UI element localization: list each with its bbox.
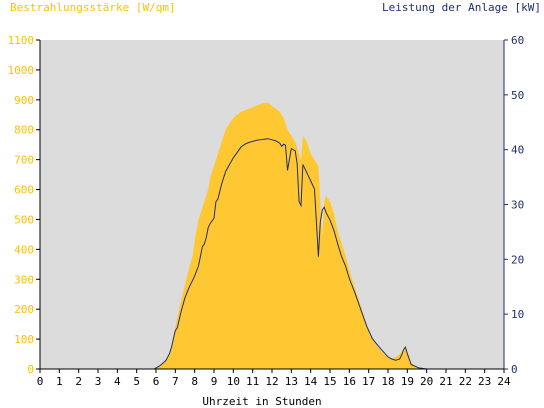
y-left-tick-label: 400 bbox=[14, 243, 34, 256]
x-tick-label: 18 bbox=[381, 375, 394, 388]
y-left-tick-label: 900 bbox=[14, 94, 34, 107]
y-left-tick-label: 100 bbox=[14, 333, 34, 346]
y-right-tick-label: 50 bbox=[511, 89, 524, 102]
y-left-tick-label: 700 bbox=[14, 154, 34, 167]
x-tick-label: 5 bbox=[133, 375, 140, 388]
y-right-tick-label: 60 bbox=[511, 34, 524, 47]
y-right-tick-label: 10 bbox=[511, 308, 524, 321]
x-tick-label: 7 bbox=[172, 375, 179, 388]
right-axis-title: Leistung der Anlage [kW] bbox=[382, 1, 541, 14]
y-left-tick-label: 1000 bbox=[8, 64, 35, 77]
x-tick-label: 1 bbox=[56, 375, 63, 388]
x-tick-label: 6 bbox=[153, 375, 160, 388]
x-tick-label: 22 bbox=[459, 375, 472, 388]
y-left-tick-label: 1100 bbox=[8, 34, 35, 47]
irradiance-area bbox=[40, 102, 504, 370]
y-left-tick-label: 600 bbox=[14, 184, 34, 197]
x-tick-label: 10 bbox=[227, 375, 240, 388]
y-left-tick-label: 800 bbox=[14, 124, 34, 137]
x-tick-label: 15 bbox=[323, 375, 336, 388]
x-tick-label: 19 bbox=[401, 375, 414, 388]
x-tick-label: 3 bbox=[95, 375, 102, 388]
x-tick-label: 21 bbox=[439, 375, 452, 388]
y-right-tick-label: 30 bbox=[511, 199, 524, 212]
x-tick-label: 17 bbox=[362, 375, 375, 388]
x-axis-label: Uhrzeit in Stunden bbox=[202, 395, 321, 408]
left-axis-title: Bestrahlungsstärke [W/qm] bbox=[10, 1, 176, 14]
y-left-tick-label: 300 bbox=[14, 273, 34, 286]
x-tick-label: 12 bbox=[265, 375, 278, 388]
x-tick-label: 8 bbox=[191, 375, 198, 388]
y-left-tick-label: 500 bbox=[14, 213, 34, 226]
x-tick-label: 0 bbox=[37, 375, 44, 388]
power-line bbox=[40, 138, 504, 370]
y-left-tick-label: 200 bbox=[14, 303, 34, 316]
x-tick-label: 20 bbox=[420, 375, 433, 388]
x-tick-label: 9 bbox=[211, 375, 218, 388]
y-right-tick-label: 20 bbox=[511, 253, 524, 266]
x-tick-label: 16 bbox=[343, 375, 356, 388]
x-tick-label: 13 bbox=[285, 375, 298, 388]
x-tick-label: 14 bbox=[304, 375, 318, 388]
y-left-tick-label: 0 bbox=[27, 363, 34, 376]
x-tick-label: 4 bbox=[114, 375, 121, 388]
y-right-tick-label: 0 bbox=[511, 363, 518, 376]
x-tick-label: 23 bbox=[478, 375, 491, 388]
x-tick-label: 11 bbox=[246, 375, 259, 388]
x-tick-label: 2 bbox=[75, 375, 82, 388]
y-right-tick-label: 40 bbox=[511, 144, 524, 157]
x-tick-label: 24 bbox=[497, 375, 511, 388]
